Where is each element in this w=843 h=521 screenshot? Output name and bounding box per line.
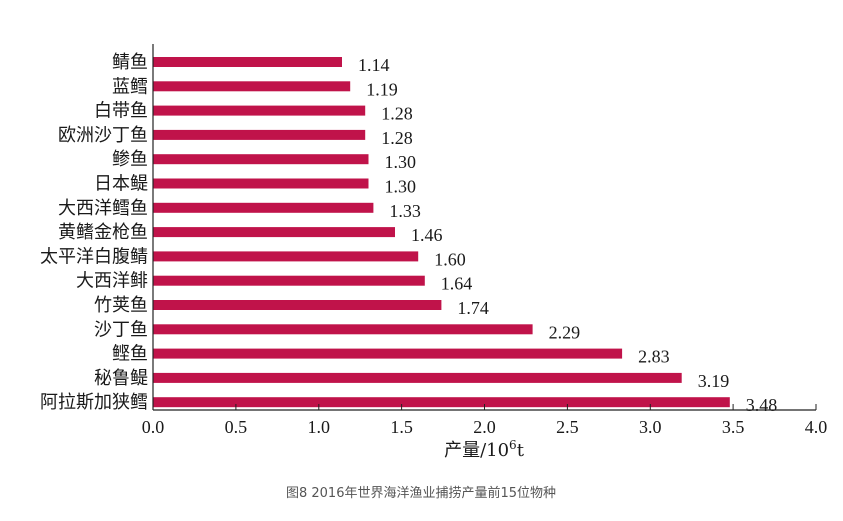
category-label: 白带鱼 xyxy=(94,101,148,122)
data-label: 1.28 xyxy=(381,128,413,148)
data-label: 1.64 xyxy=(441,274,473,294)
data-label: 2.29 xyxy=(549,322,581,342)
data-label: 1.30 xyxy=(385,152,417,172)
data-label: 1.28 xyxy=(381,104,413,124)
category-labels: 鲭鱼蓝鳕白带鱼欧洲沙丁鱼鲹鱼日本鳀大西洋鳕鱼黄鳍金枪鱼太平洋白腹鲭大西洋鲱竹荚鱼… xyxy=(40,52,148,413)
bar xyxy=(153,154,369,165)
x-axis-title-unit: t xyxy=(517,440,525,461)
category-label: 阿拉斯加狭鳕 xyxy=(40,392,148,413)
bar xyxy=(153,227,395,238)
data-label: 1.33 xyxy=(389,201,421,221)
x-tick-label: 0.0 xyxy=(142,417,165,437)
category-label: 沙丁鱼 xyxy=(94,319,148,340)
bar xyxy=(153,324,533,335)
data-label: 2.83 xyxy=(638,347,670,367)
category-label: 黄鳍金枪鱼 xyxy=(58,222,148,243)
bar xyxy=(153,300,442,310)
bar xyxy=(153,397,730,408)
bar xyxy=(153,57,342,67)
category-label: 大西洋鳕鱼 xyxy=(58,198,148,219)
category-label: 大西洋鲱 xyxy=(76,271,148,292)
data-label: 1.19 xyxy=(366,79,398,99)
category-label: 欧洲沙丁鱼 xyxy=(58,125,148,146)
category-label: 鲭鱼 xyxy=(112,52,148,73)
bar xyxy=(153,372,682,383)
category-label: 日本鳀 xyxy=(94,174,148,195)
bar xyxy=(153,178,369,189)
x-axis-title-superscript: 6 xyxy=(509,438,517,452)
x-tick-label: 0.5 xyxy=(225,417,248,437)
x-tick-label: 3.5 xyxy=(722,417,745,437)
x-tick-label: 1.0 xyxy=(308,417,331,437)
data-label: 1.60 xyxy=(434,249,466,269)
figure-caption: 图8 2016年世界海洋渔业捕捞产量前15位物种 xyxy=(286,485,556,501)
x-axis-title: 产量/106t xyxy=(444,438,525,461)
bar xyxy=(153,275,425,286)
data-label: 3.19 xyxy=(698,371,730,391)
data-label: 3.48 xyxy=(746,395,778,415)
x-tick-label: 2.0 xyxy=(473,417,496,437)
x-tick-label: 2.5 xyxy=(556,417,579,437)
bars-group xyxy=(153,57,730,408)
bar xyxy=(153,251,419,262)
data-label: 1.14 xyxy=(358,55,390,75)
category-label: 秘鲁鳀 xyxy=(94,368,148,389)
x-tick-label: 1.5 xyxy=(390,417,413,437)
category-label: 竹荚鱼 xyxy=(94,295,148,316)
data-label: 1.74 xyxy=(457,298,489,318)
category-label: 鲣鱼 xyxy=(112,344,148,365)
data-label: 1.46 xyxy=(411,225,443,245)
x-axis-title-main: 产量/10 xyxy=(444,440,509,461)
bar xyxy=(153,202,374,213)
data-label: 1.30 xyxy=(385,177,417,197)
category-label: 鲹鱼 xyxy=(112,149,148,170)
x-axis: 0.0 0.5 1.0 1.5 2.0 2.5 3.0 3.5 4.0 xyxy=(142,44,828,437)
category-label: 太平洋白腹鲭 xyxy=(40,246,148,267)
bar xyxy=(153,129,366,140)
x-tick-label: 4.0 xyxy=(805,417,828,437)
x-tick-label: 3.0 xyxy=(639,417,662,437)
bar xyxy=(153,81,351,92)
value-labels: 1.14 1.19 1.28 1.28 1.30 1.30 1.33 1.46 1.60 1.64… xyxy=(358,55,777,415)
category-label: 蓝鳕 xyxy=(112,76,148,97)
bar xyxy=(153,348,623,359)
bar xyxy=(153,105,366,116)
